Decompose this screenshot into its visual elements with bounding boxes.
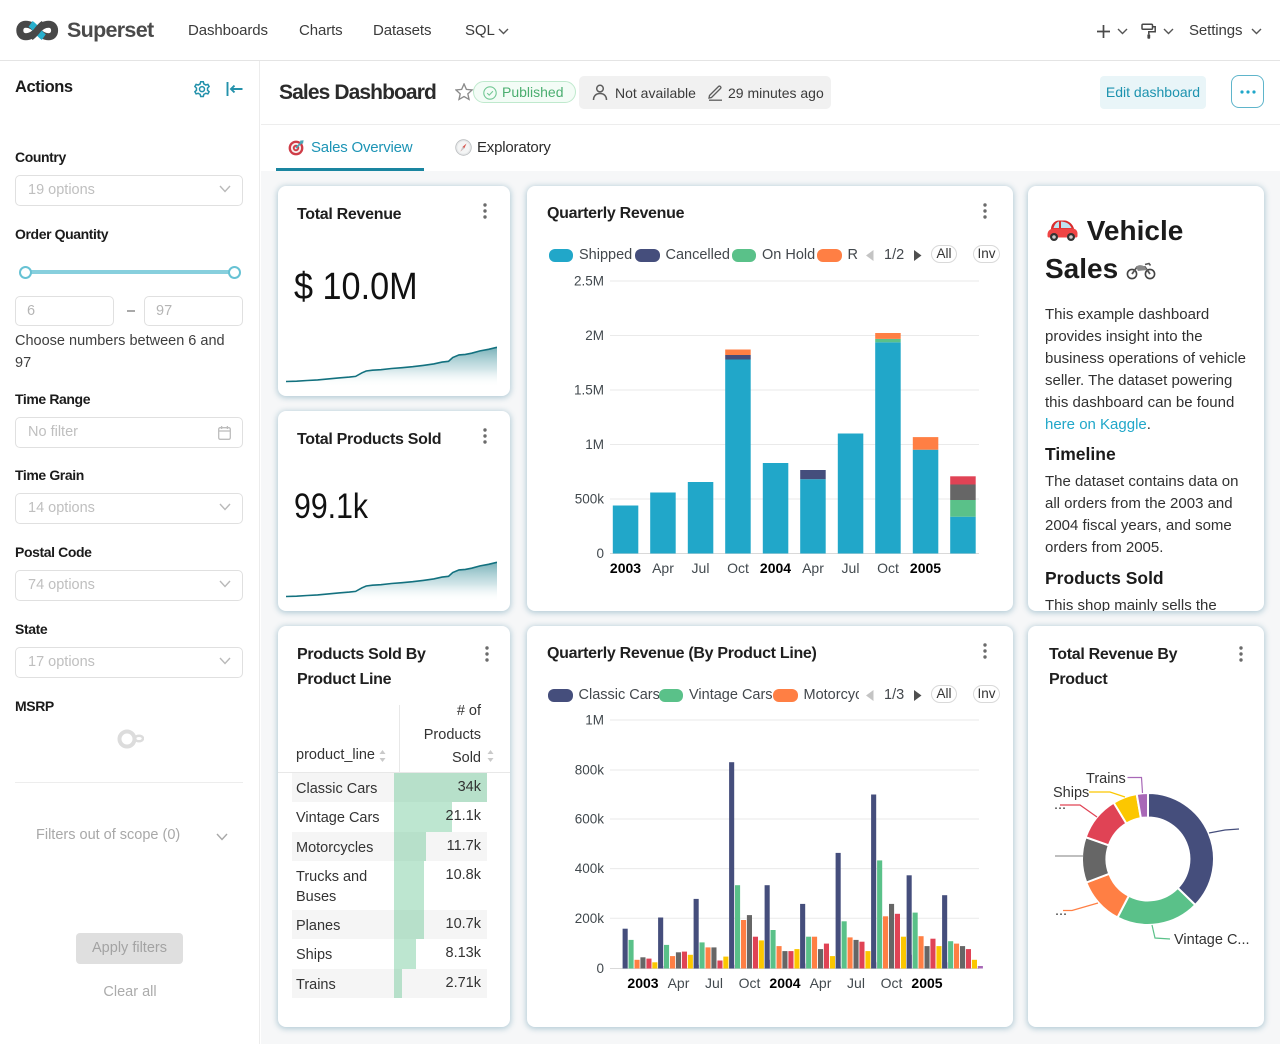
svg-text:Jul: Jul (692, 560, 710, 576)
svg-text:Jul: Jul (842, 560, 860, 576)
svg-text:0: 0 (596, 961, 604, 976)
svg-text:...: ... (1054, 797, 1066, 813)
svg-text:2005: 2005 (911, 975, 942, 991)
svg-text:Apr: Apr (652, 560, 674, 576)
svg-text:Vintage C...: Vintage C... (1174, 932, 1250, 948)
svg-text:500k: 500k (575, 492, 605, 507)
svg-text:1M: 1M (585, 437, 604, 452)
svg-text:800k: 800k (575, 763, 605, 778)
svg-text:2003: 2003 (627, 975, 658, 991)
svg-text:Apr: Apr (810, 975, 832, 991)
svg-text:Oct: Oct (727, 560, 749, 576)
svg-text:Apr: Apr (668, 975, 690, 991)
svg-text:...: ... (1055, 903, 1067, 919)
svg-text:Ships: Ships (1053, 785, 1089, 801)
svg-text:Oct: Oct (739, 975, 761, 991)
svg-text:1M: 1M (585, 713, 604, 728)
svg-text:1.5M: 1.5M (574, 383, 604, 398)
svg-text:2M: 2M (585, 328, 604, 343)
svg-text:0: 0 (596, 546, 604, 561)
svg-text:2004: 2004 (760, 560, 791, 576)
svg-text:Trains: Trains (1086, 771, 1126, 787)
svg-text:Oct: Oct (877, 560, 899, 576)
svg-text:Apr: Apr (802, 560, 824, 576)
svg-text:400k: 400k (575, 861, 605, 876)
svg-text:2003: 2003 (610, 560, 641, 576)
svg-text:Jul: Jul (705, 975, 723, 991)
svg-text:Oct: Oct (881, 975, 903, 991)
svg-text:600k: 600k (575, 812, 605, 827)
svg-text:Jul: Jul (847, 975, 865, 991)
svg-text:2005: 2005 (910, 560, 941, 576)
svg-text:2004: 2004 (769, 975, 800, 991)
svg-text:2.5M: 2.5M (574, 274, 604, 289)
svg-text:200k: 200k (575, 911, 605, 926)
